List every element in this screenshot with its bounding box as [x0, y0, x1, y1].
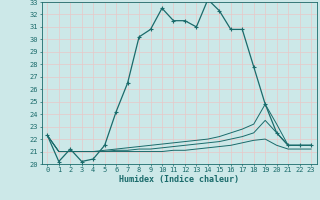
X-axis label: Humidex (Indice chaleur): Humidex (Indice chaleur): [119, 175, 239, 184]
